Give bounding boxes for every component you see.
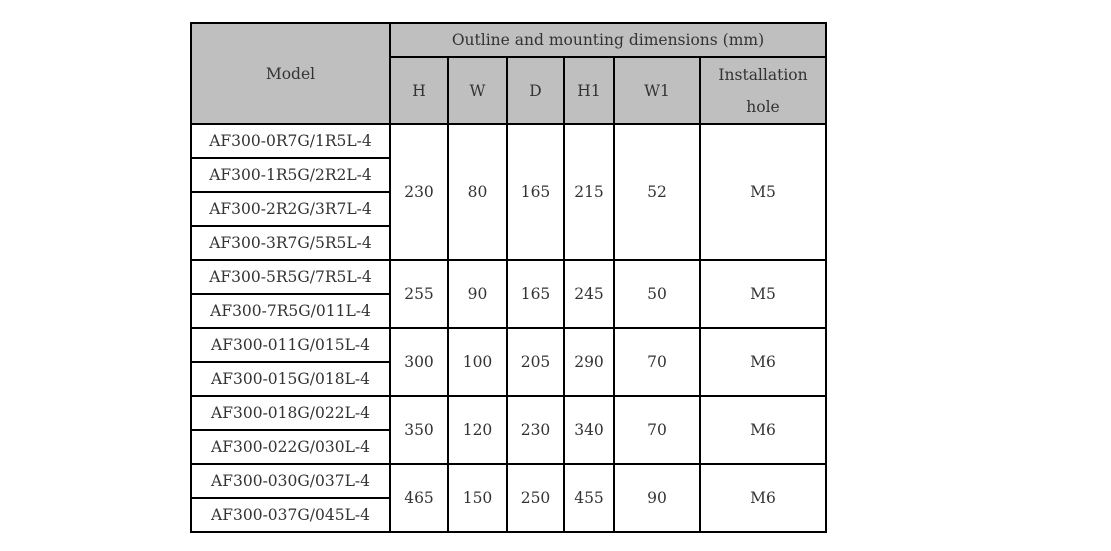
d-cell: 165 — [506, 259, 565, 329]
table-row: AF300-030G/037L-4 465 150 250 455 90 M6 — [190, 463, 827, 533]
installation-hole-cell: M5 — [699, 123, 827, 261]
h-cell: 300 — [389, 327, 449, 397]
header-d: D — [506, 56, 565, 125]
model-cell: AF300-037G/045L-4 — [190, 497, 391, 533]
h-cell: 465 — [389, 463, 449, 533]
model-cell: AF300-1R5G/2R2L-4 — [190, 157, 391, 193]
d-cell: 230 — [506, 395, 565, 465]
w-cell: 150 — [447, 463, 508, 533]
header-w: W — [447, 56, 508, 125]
model-cell: AF300-030G/037L-4 — [190, 463, 391, 499]
table-row: AF300-2R2G/3R7L-4 — [190, 191, 826, 227]
table-row: AF300-037G/045L-4 — [190, 497, 826, 533]
w1-cell: 52 — [613, 123, 701, 261]
w-cell: 80 — [447, 123, 508, 261]
table-row: AF300-015G/018L-4 — [190, 361, 826, 397]
d-cell: 250 — [506, 463, 565, 533]
model-cell: AF300-3R7G/5R5L-4 — [190, 225, 391, 261]
d-cell: 165 — [506, 123, 565, 261]
model-cell: AF300-018G/022L-4 — [190, 395, 391, 431]
h1-cell: 340 — [563, 395, 615, 465]
installation-hole-cell: M6 — [699, 463, 827, 533]
h1-cell: 215 — [563, 123, 615, 261]
table-body: AF300-0R7G/1R5L-4 230 80 165 215 52 M5 AF300-1R… — [190, 123, 827, 533]
model-cell: AF300-7R5G/011L-4 — [190, 293, 391, 329]
header-h: H — [389, 56, 449, 125]
header-w1: W1 — [613, 56, 701, 125]
table-row: AF300-011G/015L-4 300 100 205 290 70 M6 — [190, 327, 827, 397]
header-h1: H1 — [563, 56, 615, 125]
w-cell: 120 — [447, 395, 508, 465]
model-cell: AF300-011G/015L-4 — [190, 327, 391, 363]
w-cell: 90 — [447, 259, 508, 329]
table-row: AF300-3R7G/5R5L-4 — [190, 225, 826, 261]
table-row: AF300-018G/022L-4 350 120 230 340 70 M6 — [190, 395, 827, 465]
model-cell: AF300-2R2G/3R7L-4 — [190, 191, 391, 227]
table-row: AF300-5R5G/7R5L-4 255 90 165 245 50 M5 — [190, 259, 827, 329]
dimensions-table: Model Outline and mounting dimensions (m… — [190, 22, 827, 533]
h1-cell: 455 — [563, 463, 615, 533]
table-row: AF300-1R5G/2R2L-4 — [190, 157, 826, 193]
h-cell: 255 — [389, 259, 449, 329]
header-dimensions-group: Outline and mounting dimensions (mm) — [389, 22, 827, 58]
model-cell: AF300-0R7G/1R5L-4 — [190, 123, 391, 159]
model-cell: AF300-5R5G/7R5L-4 — [190, 259, 391, 295]
table-row: AF300-022G/030L-4 — [190, 429, 826, 465]
w1-cell: 70 — [613, 327, 701, 397]
w1-cell: 90 — [613, 463, 701, 533]
installation-hole-cell: M6 — [699, 327, 827, 397]
table-row: AF300-7R5G/011L-4 — [190, 293, 826, 329]
model-cell: AF300-022G/030L-4 — [190, 429, 391, 465]
installation-hole-cell: M5 — [699, 259, 827, 329]
w1-cell: 50 — [613, 259, 701, 329]
h-cell: 230 — [389, 123, 449, 261]
installation-hole-cell: M6 — [699, 395, 827, 465]
w1-cell: 70 — [613, 395, 701, 465]
w-cell: 100 — [447, 327, 508, 397]
table-row: AF300-0R7G/1R5L-4 230 80 165 215 52 M5 — [190, 123, 827, 261]
model-cell: AF300-015G/018L-4 — [190, 361, 391, 397]
header-model: Model — [190, 22, 391, 125]
header-installation-hole: Installation hole — [699, 56, 827, 125]
d-cell: 205 — [506, 327, 565, 397]
h1-cell: 290 — [563, 327, 615, 397]
h-cell: 350 — [389, 395, 449, 465]
h1-cell: 245 — [563, 259, 615, 329]
